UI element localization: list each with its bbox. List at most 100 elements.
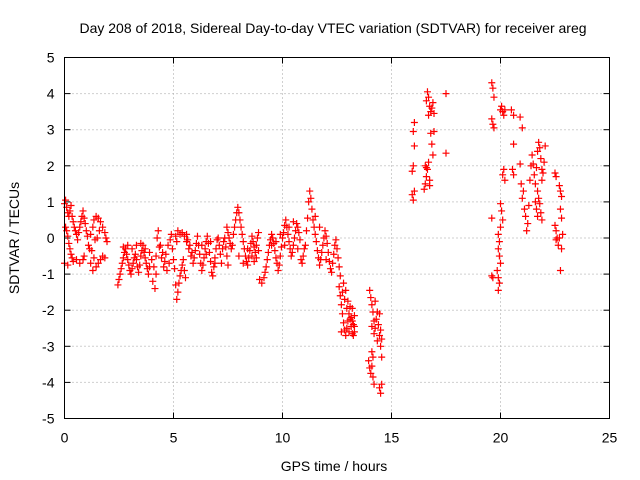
data-point — [262, 263, 270, 271]
data-point — [144, 270, 152, 278]
y-tick-label: 4 — [47, 86, 55, 102]
data-point — [79, 256, 87, 264]
data-point — [342, 331, 350, 339]
data-point — [90, 216, 98, 224]
data-point — [252, 241, 260, 249]
data-point — [332, 236, 340, 244]
data-point — [148, 256, 156, 264]
data-point — [69, 218, 77, 226]
data-point — [297, 256, 305, 264]
data-point — [529, 160, 537, 168]
data-point — [299, 252, 307, 260]
data-point — [214, 234, 222, 242]
data-point — [531, 198, 539, 206]
data-point — [322, 256, 330, 264]
data-point — [252, 254, 260, 262]
y-tick-labels: -5 -4 -3 -2 -1 0 1 2 3 4 5 — [42, 50, 55, 427]
data-point — [328, 268, 336, 276]
data-point — [336, 272, 344, 280]
data-point — [378, 380, 386, 388]
data-point — [538, 165, 546, 173]
data-point — [508, 165, 516, 173]
data-point — [499, 171, 507, 179]
data-point — [510, 140, 518, 148]
data-point — [161, 257, 169, 265]
data-point — [374, 321, 382, 329]
data-point — [269, 234, 277, 242]
data-point — [66, 207, 74, 215]
data-point — [96, 256, 104, 264]
data-point — [68, 254, 76, 262]
data-point — [530, 171, 538, 179]
data-point — [430, 109, 438, 117]
data-point — [99, 223, 107, 231]
data-point — [537, 155, 545, 163]
x-tick-label: 10 — [275, 430, 291, 446]
data-point — [92, 263, 100, 271]
data-point — [117, 265, 125, 273]
data-point — [409, 128, 417, 136]
data-point — [263, 256, 271, 264]
data-point — [236, 216, 244, 224]
data-point — [150, 263, 158, 271]
data-point — [189, 259, 197, 267]
data-point — [168, 245, 176, 253]
data-point — [228, 241, 236, 249]
data-point — [249, 238, 257, 246]
data-point — [300, 245, 308, 253]
data-point — [282, 216, 290, 224]
data-point — [215, 241, 223, 249]
data-point — [308, 205, 316, 213]
data-point — [284, 230, 292, 238]
y-tick-label: 5 — [47, 50, 55, 66]
data-point — [517, 180, 525, 188]
data-point — [556, 205, 564, 213]
data-point — [224, 261, 232, 269]
data-point — [316, 223, 324, 231]
data-point — [115, 276, 123, 284]
data-point — [489, 84, 497, 92]
y-tick-label: -2 — [42, 302, 55, 318]
data-point — [174, 227, 182, 235]
data-point — [377, 389, 385, 397]
data-point — [141, 254, 149, 262]
plot-frame — [64, 57, 610, 419]
data-point — [326, 265, 334, 273]
data-point — [555, 182, 563, 190]
data-point — [222, 243, 230, 251]
data-point — [88, 247, 96, 255]
data-point — [202, 250, 210, 258]
data-point — [369, 353, 377, 361]
data-point — [74, 236, 82, 244]
data-point — [348, 317, 356, 325]
data-point — [67, 202, 75, 210]
data-point — [558, 192, 566, 200]
data-point — [200, 254, 208, 262]
data-point — [114, 281, 122, 289]
data-point — [227, 245, 235, 253]
data-point — [516, 160, 524, 168]
data-point — [172, 232, 180, 240]
y-tick-label: -3 — [42, 338, 55, 354]
data-point — [123, 250, 131, 258]
data-point — [349, 331, 357, 339]
data-point — [532, 205, 540, 213]
data-point — [338, 310, 346, 318]
data-point — [237, 223, 245, 231]
data-point — [294, 223, 302, 231]
data-point — [488, 214, 496, 222]
data-point — [166, 236, 174, 244]
data-point — [531, 180, 539, 188]
data-point — [164, 241, 172, 249]
data-point — [316, 261, 324, 269]
chart-title: Day 208 of 2018, Sidereal Day-to-day VTE… — [79, 20, 586, 36]
data-point — [191, 247, 199, 255]
data-point — [367, 369, 375, 377]
data-point — [429, 99, 437, 107]
data-point — [255, 247, 263, 255]
data-point — [178, 229, 186, 237]
data-point — [132, 241, 140, 249]
data-point — [422, 97, 430, 105]
data-point — [321, 227, 329, 235]
data-point — [541, 142, 549, 150]
